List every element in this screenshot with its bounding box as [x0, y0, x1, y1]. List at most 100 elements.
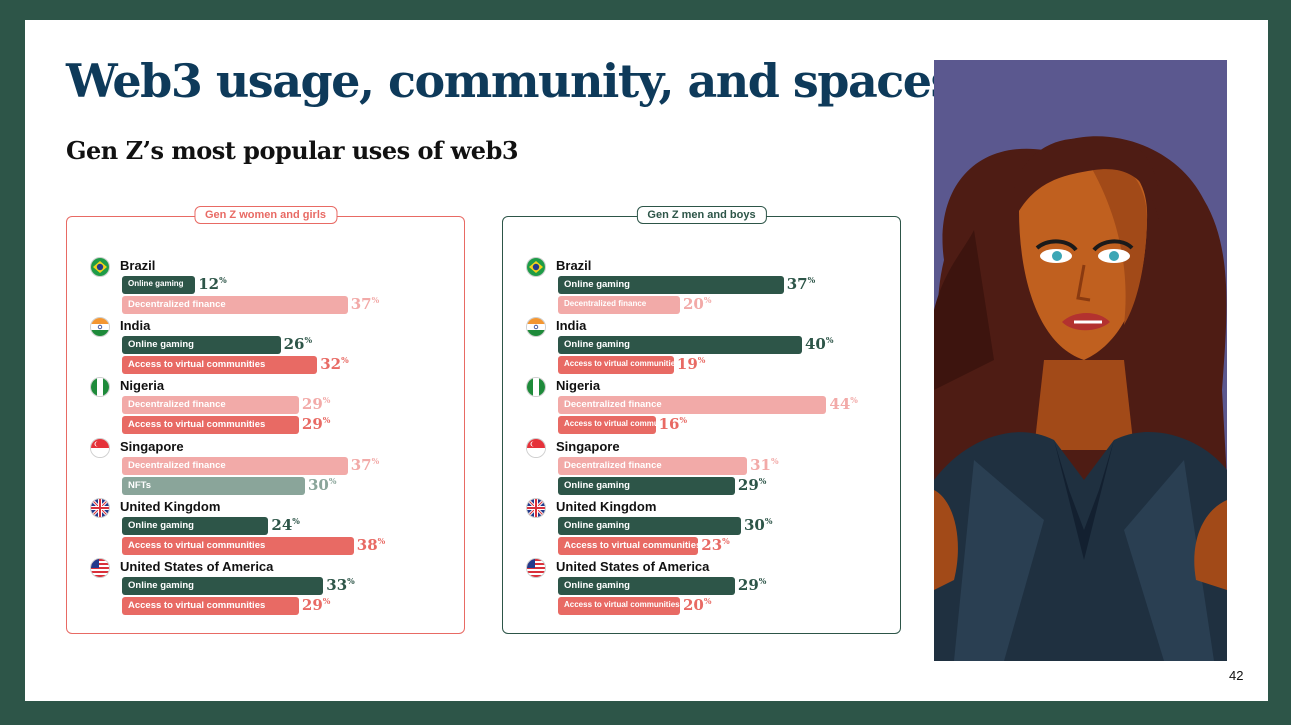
panel-label-men: Gen Z men and boys	[636, 206, 767, 224]
bar-online-gaming: Online gaming	[558, 577, 735, 595]
bar-label: Access to virtual communities	[128, 539, 266, 551]
bar-decentralized-finance: Decentralized finance	[558, 296, 680, 314]
value-label: 37%	[350, 295, 380, 313]
bar-label: Online gaming	[128, 519, 194, 531]
uk-flag-icon	[526, 497, 546, 518]
bar-access-to-virtual-communities: Access to virtual communities	[122, 416, 299, 435]
bar-access-to-virtual-communities: Access to virtual communities	[558, 356, 680, 375]
bar-label: Online gaming	[564, 279, 630, 290]
india-flag-icon	[90, 317, 110, 338]
chart-rows-women: Brazil Online gaming 12% Decentralized fina…	[67, 217, 464, 633]
bar-online-gaming: Online gaming	[122, 336, 281, 355]
nigeria-flag-icon	[90, 377, 110, 398]
value-label: 37%	[786, 275, 816, 293]
bar-label: Decentralized finance	[128, 299, 226, 310]
country-name: United States of America	[120, 559, 274, 574]
bar-access-to-virtual-communities: Access to virtual communities	[122, 536, 354, 555]
bar-online-gaming: Online gaming	[558, 276, 784, 294]
bar-label: Decentralized finance	[128, 399, 226, 411]
bar-access-to-virtual-communities: Access to virtual communities	[558, 416, 680, 435]
bar-nfts: NFTs	[122, 476, 305, 495]
value-label: 29%	[737, 576, 767, 594]
value-label: 19%	[676, 355, 706, 374]
value-label: 20%	[683, 295, 712, 313]
bar-access-to-virtual-communities: Access to virtual communities	[558, 536, 702, 555]
value-label: 31%	[750, 455, 779, 474]
bar-online-gaming: Online gaming	[122, 577, 324, 595]
bar-decentralized-finance: Decentralized finance	[122, 456, 348, 475]
bar-label: Online gaming	[564, 580, 630, 591]
bar-online-gaming: Online gaming	[558, 476, 735, 495]
woman-illustration	[934, 60, 1227, 661]
country-name: India	[120, 318, 151, 334]
panel-label-women: Gen Z women and girls	[193, 206, 338, 224]
bar-label: Access to virtual communities	[128, 600, 266, 611]
bar-access-to-virtual-communities: Access to virtual communities	[558, 597, 680, 615]
country-name: United Kingdom	[120, 498, 221, 514]
value-label: 32%	[320, 355, 349, 374]
value-label: 29%	[301, 415, 331, 434]
country-name: Nigeria	[556, 378, 601, 394]
bar-access-to-virtual-communities: Access to virtual communities	[122, 597, 299, 615]
chart-panel-women: Gen Z women and girls Brazil Online gamin…	[66, 206, 465, 634]
bar-label: Online gaming	[128, 580, 194, 591]
bar-label: Decentralized finance	[564, 299, 647, 308]
bar-decentralized-finance: Decentralized finance	[558, 396, 827, 415]
value-label: 30%	[308, 475, 337, 494]
bar-online-gaming: Online gaming	[558, 336, 802, 355]
country-name: Singapore	[120, 438, 184, 454]
bar-decentralized-finance: Decentralized finance	[122, 296, 348, 314]
value-label: 24%	[271, 515, 300, 534]
value-label: 29%	[737, 475, 767, 494]
uk-flag-icon	[90, 497, 110, 518]
value-label: 20%	[683, 596, 712, 614]
value-label: 37%	[350, 455, 380, 474]
country-name: Nigeria	[120, 378, 165, 394]
country-name: India	[556, 318, 587, 334]
value-label: 38%	[356, 535, 386, 554]
bar-label: Access to virtual communities	[128, 419, 266, 431]
india-flag-icon	[526, 317, 546, 338]
bar-decentralized-finance: Decentralized finance	[122, 396, 299, 415]
value-label: 33%	[326, 576, 355, 594]
bar-online-gaming: Online gaming	[122, 516, 269, 535]
value-label: 12%	[198, 275, 227, 293]
brazil-flag-icon	[90, 257, 110, 277]
bar-label: Decentralized finance	[564, 399, 662, 411]
bar-label: Decentralized finance	[128, 459, 226, 471]
value-label: 44%	[829, 395, 858, 414]
usa-flag-icon	[90, 558, 110, 578]
bar-label: Online gaming	[564, 479, 630, 491]
country-name: United Kingdom	[556, 498, 657, 514]
country-name: Brazil	[120, 258, 156, 273]
page-subtitle: Gen Z’s most popular uses of web3	[66, 136, 519, 165]
chart-rows-men: Brazil Online gaming 37% Decentralized fina…	[503, 217, 900, 633]
value-label: 16%	[658, 415, 688, 434]
country-name: Brazil	[556, 258, 592, 273]
value-label: 29%	[301, 395, 331, 414]
value-label: 29%	[301, 596, 331, 614]
bar-label: Online gaming	[564, 519, 630, 531]
bar-label: Access to virtual communities	[128, 359, 266, 371]
value-label: 30%	[744, 515, 773, 534]
value-label: 26%	[283, 335, 313, 354]
value-label: 40%	[805, 335, 834, 354]
page-number: 42	[1229, 668, 1244, 683]
bar-label: NFTs	[128, 479, 152, 491]
chart-panel-men: Gen Z men and boys Brazil Online gaming 37…	[502, 206, 901, 634]
bar-online-gaming: Online gaming	[122, 276, 196, 294]
bar-access-to-virtual-communities: Access to virtual communities	[122, 356, 318, 375]
usa-flag-icon	[526, 558, 546, 578]
bar-online-gaming: Online gaming	[558, 516, 741, 535]
value-label: 23%	[701, 535, 730, 554]
singapore-flag-icon	[526, 437, 546, 458]
bar-label: Online gaming	[128, 339, 194, 351]
bar-label: Online gaming	[128, 279, 184, 288]
bar-label: Decentralized finance	[564, 459, 662, 471]
bar-label: Access to virtual communities	[564, 600, 680, 609]
bar-label: Access to virtual communities	[564, 539, 702, 551]
country-name: United States of America	[556, 559, 710, 574]
bar-decentralized-finance: Decentralized finance	[558, 456, 748, 475]
bar-label: Online gaming	[564, 339, 630, 351]
nigeria-flag-icon	[526, 377, 546, 398]
